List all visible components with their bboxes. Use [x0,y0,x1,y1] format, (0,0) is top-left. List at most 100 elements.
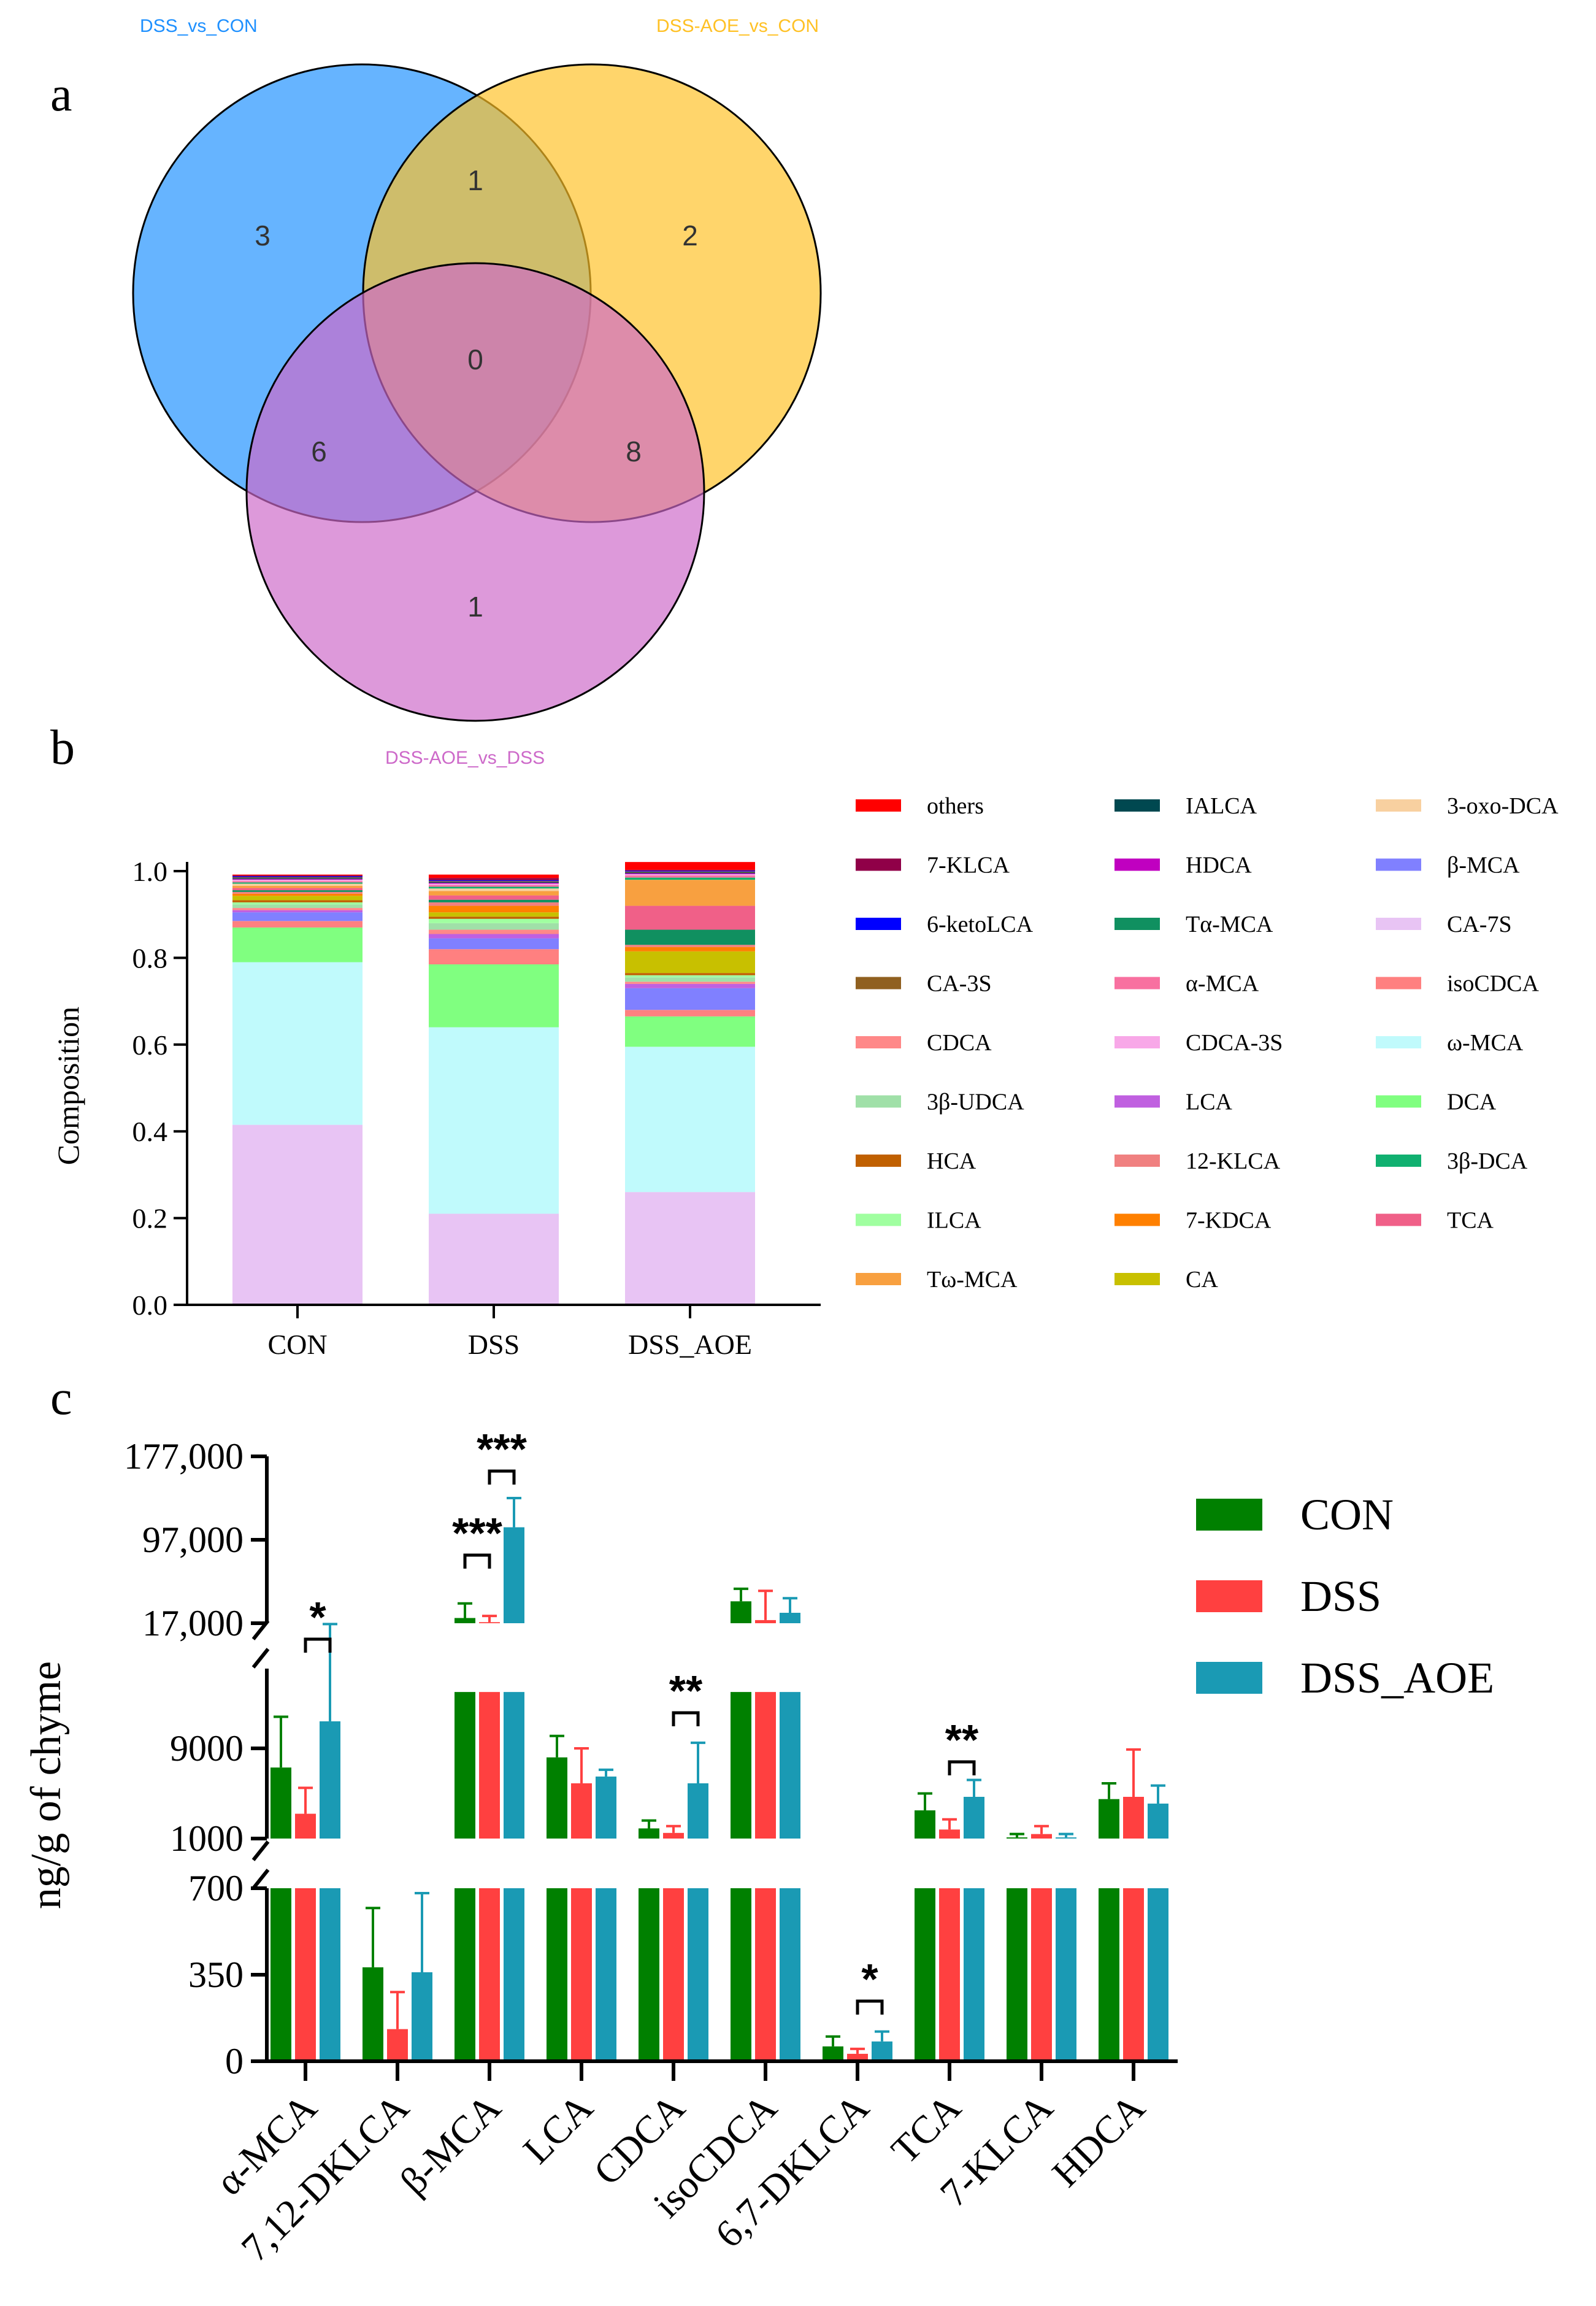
stack-dss-cdca [429,929,559,934]
legend-label-dss-aoe: DSS_AOE [1300,1653,1494,1702]
bar-hdca-con [1099,1888,1119,2061]
composition-legend-swatch-lca [1115,1095,1160,1108]
stack-dss-aoe-mca [625,1047,755,1193]
bar-7-klca-dss-aoe [1056,1837,1076,1839]
bar-6-7-dklca-con [823,2046,843,2061]
stack-con-isocdca [232,921,363,928]
composition-legend-swatch-ca-7s [1376,918,1421,930]
y-tick-label: 9000 [170,1728,244,1769]
venn-diagram: DSS_vs_CON DSS-AOE_vs_CON DSS-AOE_vs_DSS… [132,16,822,768]
stack-dss-12-klca [429,902,559,906]
bar-cdca-con [639,1828,659,1839]
composition-legend-label-mca: ω-MCA [1447,1030,1524,1056]
significance-label: * [861,1955,878,2003]
venn-region-only-a: 3 [255,220,270,252]
stack-dss-ialca [429,882,559,883]
composition-ytick-label: 0.4 [132,1116,168,1147]
stack-dss-hca [429,917,559,919]
y-tick-label: 700 [188,1868,244,1908]
panel-label-c: c [50,1371,72,1425]
stack-dss-aoe-ca-7s [625,1192,755,1305]
composition-legend-label-ca-3s: CA-3S [927,971,992,997]
bar-mca-dss [479,1888,500,2061]
bar-cdca-dss [663,1888,684,2061]
bar-7-12-dklca-con [363,1967,383,2061]
venn-region-bc: 8 [626,436,642,467]
bar-mca-con [270,1888,291,2061]
significance-bracket [672,1711,700,1726]
stack-dss-3-dca [429,886,559,889]
stack-dss-aoe-t-mca [625,880,755,906]
bar-mca-con [455,1618,475,1623]
stack-dss-dca [429,964,559,1028]
venn-region-only-c: 1 [467,591,483,623]
bar-isocdca-dss [755,1888,776,2061]
stack-dss-aoe-dca [625,1016,755,1047]
bar-isocdca-con [731,1692,751,1839]
stack-con-t-mca [232,890,363,892]
bar-isocdca-dss-aoe [780,1692,800,1839]
bar-hdca-dss-aoe [1148,1888,1168,2061]
y-tick-label: 0 [225,2041,244,2081]
stack-dss-aoe-mca [625,875,755,878]
significance-bracket [856,1999,884,2015]
stack-dss-aoe-3-udca [625,977,755,982]
composition-ytick-label: 0.2 [132,1203,168,1234]
composition-legend-swatch-12-klca [1115,1155,1160,1167]
stack-con-ca [232,896,363,901]
composition-legend-swatch-dca [1376,1095,1421,1108]
composition-legend-swatch-ialca [1115,799,1160,812]
composition-legend-label-dca: DCA [1447,1090,1497,1115]
bar-isocdca-con [731,1601,751,1623]
stack-dss-aoe-ca [625,951,755,974]
bar-isocdca-dss [755,1692,776,1839]
bar-hdca-con [1099,1799,1119,1839]
stack-con-lca [232,910,363,913]
y-tick-label: 97,000 [142,1520,244,1560]
bar-lca-dss-aoe [596,1776,616,1839]
composition-legend-label-3-udca: 3β-UDCA [927,1090,1024,1115]
stack-dss-aoe-ilca [625,975,755,978]
stack-dss-t-mca [429,891,559,896]
bar-lca-con [547,1888,567,2061]
bar-6-7-dklca-dss [847,2053,868,2061]
composition-ytick-label: 0.0 [132,1289,168,1321]
composition-chart: 0.0 0.2 0.4 0.6 0.8 1.0 CON DSS DSS_AOE Composi… [51,793,1559,1360]
stack-dss-aoe-7-kdca [625,947,755,951]
bar-mca-dss-aoe [504,1888,524,2061]
bar-7-klca-dss [1031,1888,1052,2061]
stack-dss-t-mca [429,899,559,902]
stack-dss-ca-7s [429,1213,559,1305]
composition-legend-swatch-3-oxo-dca [1376,799,1421,812]
stack-con-mca [232,912,363,921]
composition-legend-swatch-mca [1376,858,1421,871]
venn-region-ac: 6 [311,436,327,467]
composition-legend-label-cdca: CDCA [927,1030,992,1056]
venn-region-only-b: 2 [682,220,698,252]
composition-legend-swatch-cdca [856,1036,901,1048]
composition-legend-swatch-hca [856,1155,901,1167]
composition-legend-swatch-7-klca [856,858,901,871]
stack-con-ca-3s [232,877,363,878]
significance-bracket [463,1553,491,1569]
stack-dss-aoe-mca [625,988,755,1010]
bar-mca-dss [295,1813,316,1839]
bar-isocdca-dss-aoe [780,1613,800,1623]
composition-ytick-label: 0.8 [132,942,168,974]
composition-legend-swatch-cdca-3s [1115,1036,1160,1048]
composition-legend-label-6-ketolca: 6-ketoLCA [927,912,1034,937]
significance-label: *** [452,1509,502,1557]
bar-cdca-dss-aoe [688,1783,708,1839]
stack-con-12-klca [232,891,363,894]
bar-tca-dss-aoe [964,1888,984,2061]
venn-title-dss-aoe-vs-dss: DSS-AOE_vs_DSS [385,748,545,768]
stack-dss-mca [429,885,559,887]
bar-lca-dss [571,1783,592,1839]
stack-dss-aoe-7-klca [625,869,755,871]
composition-legend-label-7-klca: 7-KLCA [927,853,1010,878]
composition-legend-swatch-hdca [1115,858,1160,871]
y-tick-label: 1000 [170,1818,244,1859]
stack-con-mca [232,881,363,883]
bar-isocdca-con [731,1888,751,2061]
stack-dss-6-ketolca [429,880,559,882]
